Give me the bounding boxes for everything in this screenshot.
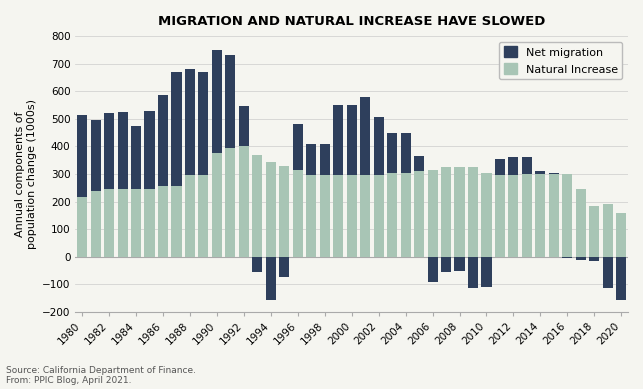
Bar [387,133,397,173]
Bar [455,257,465,271]
Bar [225,55,235,148]
Bar [145,110,154,189]
Bar [91,120,101,191]
Bar [441,257,451,272]
Bar [575,189,586,257]
Bar [252,257,262,272]
Bar [77,115,87,198]
Bar [428,257,438,282]
Bar [145,189,154,257]
Bar [293,124,303,170]
Bar [602,204,613,257]
Bar [401,133,411,173]
Bar [441,167,451,257]
Y-axis label: Annual components of
population change (1000s): Annual components of population change (… [15,99,37,249]
Bar [428,170,438,257]
Bar [320,144,330,175]
Bar [320,175,330,257]
Bar [333,175,343,257]
Bar [172,72,181,186]
Bar [158,186,168,257]
Bar [562,257,572,258]
Bar [616,257,626,300]
Bar [347,105,357,175]
Bar [401,173,411,257]
Bar [118,189,127,257]
Bar [414,171,424,257]
Bar [212,153,222,257]
Bar [589,206,599,257]
Bar [347,175,357,257]
Bar [185,69,195,175]
Bar [199,72,208,175]
Bar [374,175,384,257]
Bar [468,257,478,289]
Bar [495,175,505,257]
Bar [616,213,626,257]
Text: Source: California Department of Finance.
From: PPIC Blog, April 2021.: Source: California Department of Finance… [6,366,196,385]
Bar [131,189,141,257]
Bar [536,174,545,257]
Bar [306,144,316,175]
Bar [589,257,599,261]
Bar [77,198,87,257]
Bar [185,175,195,257]
Bar [562,174,572,257]
Bar [575,257,586,259]
Bar [131,126,141,189]
Bar [387,173,397,257]
Bar [602,257,613,289]
Bar [468,167,478,257]
Bar [522,158,532,174]
Bar [266,161,276,257]
Bar [239,146,249,257]
Bar [252,155,262,257]
Bar [495,159,505,175]
Bar [279,257,289,277]
Bar [266,257,276,300]
Bar [293,170,303,257]
Bar [549,173,559,174]
Bar [104,113,114,189]
Bar [279,166,289,257]
Bar [104,189,114,257]
Bar [374,117,384,175]
Bar [549,174,559,257]
Bar [509,158,518,175]
Bar [414,156,424,171]
Bar [306,175,316,257]
Legend: Net migration, Natural Increase: Net migration, Natural Increase [499,42,622,79]
Bar [482,173,491,257]
Bar [91,191,101,257]
Bar [212,50,222,153]
Bar [536,171,545,174]
Bar [158,95,168,186]
Bar [118,112,127,189]
Bar [239,107,249,146]
Bar [360,175,370,257]
Bar [225,148,235,257]
Bar [333,105,343,175]
Bar [172,186,181,257]
Title: MIGRATION AND NATURAL INCREASE HAVE SLOWED: MIGRATION AND NATURAL INCREASE HAVE SLOW… [158,15,545,28]
Bar [522,174,532,257]
Bar [509,175,518,257]
Bar [482,257,491,287]
Bar [360,97,370,175]
Bar [455,167,465,257]
Bar [199,175,208,257]
